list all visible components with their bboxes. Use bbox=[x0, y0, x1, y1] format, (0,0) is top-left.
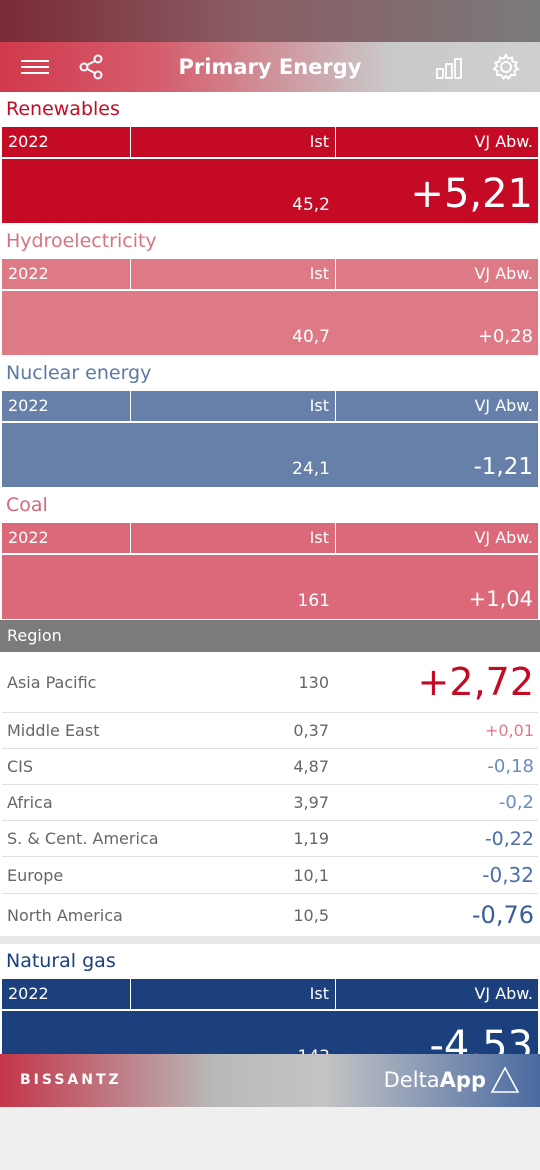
footer-bar: BISSANTZ DeltaApp bbox=[0, 1054, 540, 1107]
region-ist: 4,87 bbox=[293, 757, 329, 776]
ist-value: 45,2 bbox=[292, 195, 330, 215]
column-header-row: 2022 Ist VJ Abw. bbox=[2, 523, 538, 553]
app-header: Primary Energy bbox=[0, 42, 540, 92]
region-row[interactable]: Middle East 0,37 +0,01 bbox=[2, 713, 538, 749]
section-title: Coal bbox=[6, 494, 48, 516]
region-vj: -0,32 bbox=[482, 863, 534, 887]
region-row[interactable]: North America 10,5 -0,76 bbox=[2, 894, 538, 936]
app-name-prefix: Delta bbox=[383, 1068, 440, 1092]
year-header: 2022 bbox=[2, 979, 131, 1009]
vj-value: +1,04 bbox=[468, 587, 533, 611]
column-header-row: 2022 Ist VJ Abw. bbox=[2, 127, 538, 157]
region-vj: +2,72 bbox=[417, 660, 534, 704]
region-ist: 1,19 bbox=[293, 829, 329, 848]
region-row[interactable]: Asia Pacific 130 +2,72 bbox=[2, 652, 538, 713]
vj-value: -4,53 bbox=[429, 1023, 534, 1054]
value-row: 24,1 -1,21 bbox=[2, 423, 538, 487]
brand-logo: BISSANTZ bbox=[20, 1072, 122, 1088]
ist-header: Ist bbox=[132, 979, 336, 1009]
share-icon[interactable] bbox=[74, 42, 108, 92]
year-header: 2022 bbox=[2, 523, 131, 553]
year-header: 2022 bbox=[2, 127, 131, 157]
ist-header: Ist bbox=[132, 391, 336, 421]
region-row[interactable]: CIS 4,87 -0,18 bbox=[2, 749, 538, 785]
region-vj: -0,2 bbox=[498, 792, 534, 813]
section-divider bbox=[0, 936, 540, 944]
region-name: Europe bbox=[7, 865, 64, 885]
ist-value: 143 bbox=[132, 1047, 330, 1054]
region-name: S. & Cent. America bbox=[7, 829, 159, 848]
section-title: Natural gas bbox=[6, 950, 116, 972]
region-ist: 0,37 bbox=[293, 721, 329, 740]
region-ist: 10,5 bbox=[293, 905, 329, 925]
vj-value: +5,21 bbox=[410, 171, 533, 217]
region-header: Region bbox=[0, 620, 540, 652]
value-row: 161 +1,04 bbox=[2, 555, 538, 619]
section-coal[interactable]: Coal 2022 Ist VJ Abw. 161 +1,04 bbox=[0, 488, 540, 620]
status-bar bbox=[0, 0, 540, 42]
region-ist: 130 bbox=[298, 672, 329, 692]
vj-header: VJ Abw. bbox=[474, 396, 533, 415]
content-area: Renewables 2022 Ist VJ Abw. 45,2 +5,21 H… bbox=[0, 92, 540, 1054]
ist-value: 24,1 bbox=[292, 459, 330, 479]
column-header-row: 2022 Ist VJ Abw. bbox=[2, 979, 538, 1009]
section-hydroelectricity[interactable]: Hydroelectricity 2022 Ist VJ Abw. 40,7 +… bbox=[0, 224, 540, 356]
gear-icon[interactable] bbox=[486, 42, 526, 92]
region-vj: -0,22 bbox=[484, 827, 534, 850]
ist-value: 40,7 bbox=[292, 327, 330, 347]
column-header-row: 2022 Ist VJ Abw. bbox=[2, 391, 538, 421]
region-name: Asia Pacific bbox=[7, 672, 97, 692]
year-header: 2022 bbox=[2, 391, 131, 421]
vj-header: VJ Abw. bbox=[474, 264, 533, 283]
app-name-suffix: App bbox=[439, 1068, 486, 1092]
region-name: North America bbox=[7, 905, 123, 925]
ist-value: 161 bbox=[297, 591, 330, 611]
region-name: Africa bbox=[7, 793, 53, 812]
section-title: Nuclear energy bbox=[6, 362, 152, 384]
section-title: Hydroelectricity bbox=[6, 230, 157, 252]
section-natural-gas[interactable]: Natural gas 2022 Ist VJ Abw. 143 -4,53 bbox=[0, 944, 540, 1054]
section-nuclear-energy[interactable]: Nuclear energy 2022 Ist VJ Abw. 24,1 -1,… bbox=[0, 356, 540, 488]
vj-header: VJ Abw. bbox=[474, 984, 533, 1003]
app-name: DeltaApp bbox=[384, 1054, 486, 1107]
region-row[interactable]: S. & Cent. America 1,19 -0,22 bbox=[2, 821, 538, 857]
region-row[interactable]: Europe 10,1 -0,32 bbox=[2, 857, 538, 894]
year-header: 2022 bbox=[2, 259, 131, 289]
column-header-row: 2022 Ist VJ Abw. bbox=[2, 259, 538, 289]
triangle-icon bbox=[490, 1066, 520, 1093]
vj-value: -1,21 bbox=[473, 454, 533, 480]
section-title: Renewables bbox=[6, 98, 120, 120]
region-name: Middle East bbox=[7, 721, 100, 740]
page-title: Primary Energy bbox=[178, 55, 362, 79]
region-row[interactable]: Africa 3,97 -0,2 bbox=[2, 785, 538, 821]
value-row: 45,2 +5,21 bbox=[2, 159, 538, 223]
region-list: Asia Pacific 130 +2,72 Middle East 0,37 … bbox=[2, 652, 538, 936]
vj-header: VJ Abw. bbox=[474, 528, 533, 547]
vj-value: +0,28 bbox=[477, 326, 533, 347]
ist-header: Ist bbox=[132, 523, 336, 553]
bottom-space bbox=[0, 1107, 540, 1170]
region-name: CIS bbox=[7, 757, 34, 776]
ist-header: Ist bbox=[132, 259, 336, 289]
value-row: 143 -4,53 bbox=[2, 1011, 538, 1054]
region-vj: +0,01 bbox=[484, 721, 534, 740]
ist-header: Ist bbox=[132, 127, 336, 157]
bar-chart-icon[interactable] bbox=[432, 42, 468, 92]
region-ist: 10,1 bbox=[293, 865, 329, 885]
value-row: 40,7 +0,28 bbox=[2, 291, 538, 355]
region-vj: -0,76 bbox=[471, 901, 534, 929]
section-renewables[interactable]: Renewables 2022 Ist VJ Abw. 45,2 +5,21 bbox=[0, 92, 540, 224]
region-vj: -0,18 bbox=[487, 756, 534, 777]
vj-header: VJ Abw. bbox=[474, 132, 533, 151]
region-ist: 3,97 bbox=[293, 793, 329, 812]
menu-icon[interactable] bbox=[16, 42, 54, 92]
